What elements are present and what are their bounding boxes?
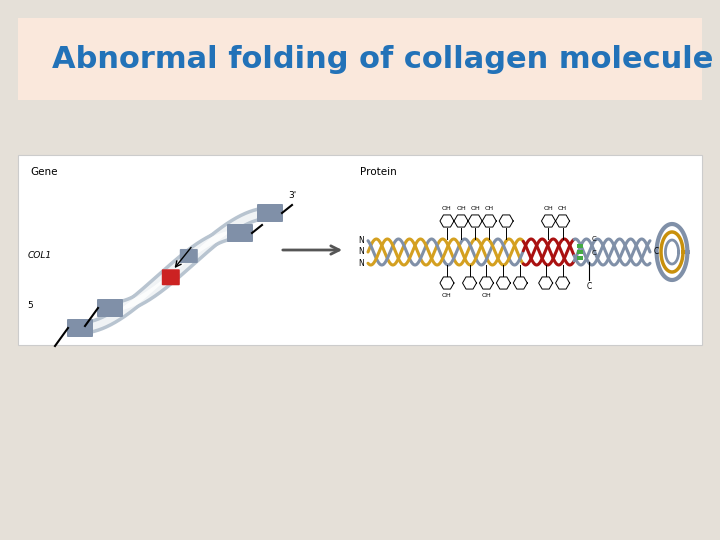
FancyBboxPatch shape	[18, 155, 702, 345]
FancyBboxPatch shape	[18, 18, 702, 100]
Text: OH: OH	[482, 293, 491, 298]
Text: CH: CH	[558, 206, 567, 211]
Text: N: N	[359, 247, 364, 256]
Text: 3': 3'	[288, 191, 296, 199]
FancyBboxPatch shape	[162, 269, 180, 285]
Text: Abnormal folding of collagen molecule: Abnormal folding of collagen molecule	[52, 44, 714, 73]
Text: OH: OH	[456, 206, 466, 211]
Text: C: C	[586, 282, 592, 291]
FancyBboxPatch shape	[227, 224, 253, 242]
FancyBboxPatch shape	[257, 204, 283, 222]
Text: 5: 5	[27, 300, 32, 309]
FancyBboxPatch shape	[577, 256, 582, 260]
Text: N: N	[359, 259, 364, 268]
Text: OH: OH	[442, 206, 452, 211]
Text: OH: OH	[470, 206, 480, 211]
Text: Protein: Protein	[360, 167, 397, 177]
Text: OH: OH	[544, 206, 554, 211]
Text: C: C	[591, 236, 596, 242]
Text: N: N	[359, 236, 364, 245]
FancyBboxPatch shape	[577, 250, 582, 254]
FancyBboxPatch shape	[97, 299, 123, 317]
Text: C: C	[654, 247, 660, 256]
Text: OH: OH	[442, 293, 452, 298]
Text: COL1: COL1	[28, 251, 52, 260]
FancyBboxPatch shape	[180, 249, 198, 263]
Text: Gene: Gene	[30, 167, 58, 177]
Text: C: C	[591, 250, 596, 256]
Text: CH: CH	[485, 206, 494, 211]
FancyBboxPatch shape	[67, 319, 93, 337]
FancyBboxPatch shape	[577, 244, 582, 248]
